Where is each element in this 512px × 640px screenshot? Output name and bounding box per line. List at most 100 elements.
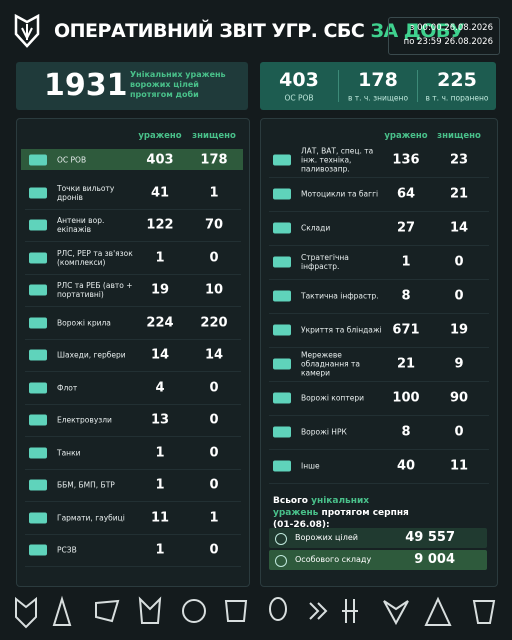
row-hit: 8 [401, 288, 411, 304]
row-hit: 1 [155, 445, 165, 460]
date-from: з 00:00 26.08.2026 [409, 23, 493, 33]
date-to: по 23:59 26.08.2026 [403, 37, 493, 47]
row-hit: 1 [155, 542, 165, 558]
column-header: уражено [138, 131, 182, 141]
row-label: Гармати, гаубиці [57, 513, 125, 522]
row-label: Стратегічна інфрастр. [301, 253, 349, 271]
row-hit: 1 [155, 250, 165, 265]
column-header: уражено [384, 131, 428, 141]
row-icon [273, 222, 291, 234]
stat-label: ОС РОВ [284, 93, 314, 103]
row-hit: 224 [146, 315, 174, 330]
row-icon [29, 187, 47, 198]
row-separator [269, 245, 489, 246]
row-icon [29, 219, 47, 231]
row-destroyed: 14 [449, 220, 469, 236]
row-separator [25, 533, 241, 535]
row-separator [25, 566, 241, 568]
monthly-icon [275, 533, 287, 545]
monthly-text-highlight: унікальних уражень [273, 496, 370, 518]
row-hit: 27 [396, 220, 416, 236]
row-destroyed: 11 [449, 458, 469, 474]
row-hit: 4 [155, 380, 165, 395]
row-label: Антени вор. екіпажів [57, 216, 105, 234]
row-label: Інше [301, 461, 320, 471]
row-icon [273, 460, 291, 472]
title-highlight: ЗА ДОБУ [370, 20, 464, 42]
stat-divider [417, 70, 418, 102]
title: ОПЕРАТИВНИЙ ЗВІТ УГР. СБС ЗА ДОБУ [54, 20, 464, 42]
stat-divider [338, 70, 339, 102]
logo [14, 14, 40, 48]
row-hit: 19 [150, 282, 170, 298]
stat-value: 225 [437, 69, 477, 91]
row-icon [29, 252, 47, 263]
row-icon [29, 382, 47, 393]
row-separator [269, 449, 489, 450]
row-icon [29, 349, 47, 361]
row-destroyed: 70 [204, 217, 224, 233]
stat-label: в т. ч. поранено [425, 93, 489, 103]
row-separator [269, 177, 489, 178]
row-separator [25, 306, 241, 308]
row-label: Шахеди, гербери [57, 350, 126, 360]
row-separator [269, 211, 489, 212]
summary-total: 1931 [44, 68, 128, 103]
column-header: знищено [437, 131, 481, 141]
row-separator [269, 415, 489, 416]
stat-value: 403 [279, 69, 319, 91]
row-label: ББМ, БМП, БТР [57, 480, 115, 490]
row-icon [273, 324, 291, 336]
monthly-row [269, 528, 487, 548]
row-label: Укриття та бліндажі [301, 325, 382, 335]
row-separator [269, 483, 489, 484]
row-destroyed: 0 [454, 424, 464, 440]
row-label: Мережеве обладнання та камери [301, 350, 360, 378]
row-destroyed: 0 [209, 250, 219, 265]
row-label: РЛС та РЕБ (авто + портативні) [57, 281, 133, 299]
row-hit: 21 [396, 356, 416, 372]
row-icon [273, 154, 291, 166]
row-hit: 11 [150, 510, 170, 525]
row-destroyed: 10 [204, 282, 224, 298]
row-destroyed: 220 [200, 315, 228, 330]
row-label: Танки [57, 448, 81, 457]
row-icon [273, 358, 291, 370]
row-separator [269, 313, 489, 314]
row-label: Точки вильоту дронів [57, 183, 115, 202]
row-destroyed: 0 [209, 542, 219, 558]
monthly-icon [275, 555, 287, 567]
row-hit: 1 [401, 254, 411, 270]
row-label: Ворожі НРК [301, 427, 347, 437]
row-icon [273, 290, 291, 302]
row-separator [25, 371, 241, 373]
monthly-text-end: протягом серпня (01-26.08): [273, 508, 409, 530]
row-hit: 40 [396, 458, 416, 474]
row-separator [25, 436, 241, 438]
row-label: Електровузли [57, 415, 112, 425]
row-destroyed: 14 [204, 347, 224, 363]
row-separator [25, 273, 241, 275]
right-panel: уражено знищено ЛАТ, ВАТ, спец. та інж. те… [260, 118, 498, 587]
column-header: знищено [192, 131, 236, 141]
summary-text: Унікальних уражень ворожих цілей протяго… [130, 70, 226, 99]
row-highlight [21, 149, 243, 170]
monthly-text-start: Всього [273, 496, 308, 506]
row-icon [29, 544, 47, 556]
row-destroyed: 0 [209, 477, 219, 493]
row-icon [29, 414, 47, 426]
row-hit: 64 [396, 186, 416, 202]
row-separator [25, 403, 241, 405]
row-separator [269, 347, 489, 348]
row-separator [25, 501, 241, 503]
row-label: Ворожі крила [57, 318, 111, 327]
monthly-value: 49 557 [405, 530, 455, 545]
left-panel: уражено знищено ОС РОВ 403 178 Точки вильоту … [16, 118, 250, 587]
row-hit: 41 [150, 185, 170, 200]
row-destroyed: 178 [200, 152, 228, 168]
row-separator [25, 468, 241, 470]
row-label: Склади [301, 223, 331, 233]
unit-logos [15, 595, 496, 629]
row-icon [273, 256, 291, 268]
